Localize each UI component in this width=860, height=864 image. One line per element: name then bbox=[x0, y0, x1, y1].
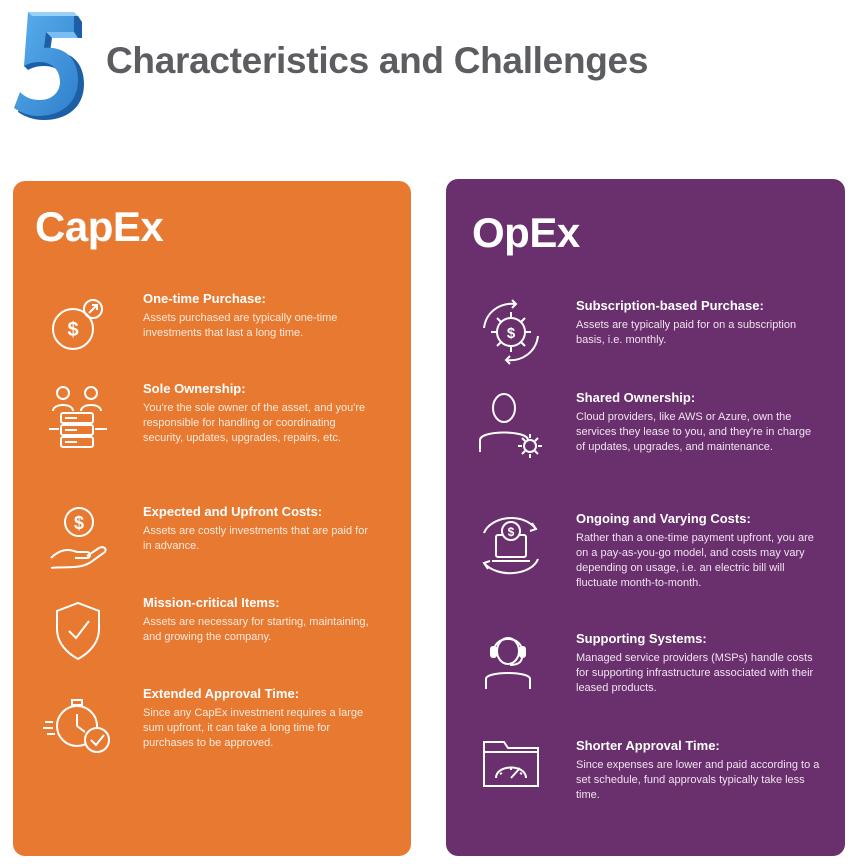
opex-item-desc: Since expenses are lower and paid accord… bbox=[576, 759, 820, 801]
person-gear-icon bbox=[476, 390, 546, 460]
svg-text:$: $ bbox=[507, 325, 516, 342]
capex-item-text: Mission-critical Items: Assets are neces… bbox=[143, 595, 373, 645]
opex-item-text: Shorter Approval Time: Since expenses ar… bbox=[576, 738, 821, 803]
capex-item-text: One-time Purchase: Assets purchased are … bbox=[143, 291, 373, 341]
shield-check-icon bbox=[43, 595, 113, 665]
opex-item-text: Ongoing and Varying Costs: Rather than a… bbox=[576, 511, 821, 591]
capex-item-desc: Assets purchased are typically one-time … bbox=[143, 312, 338, 339]
capex-item-title: Mission-critical Items: bbox=[143, 595, 280, 610]
opex-item-title: Shorter Approval Time: bbox=[576, 738, 720, 753]
svg-text:$: $ bbox=[67, 319, 78, 341]
svg-text:$: $ bbox=[74, 513, 84, 533]
svg-text:$: $ bbox=[508, 525, 515, 539]
opex-item-title: Ongoing and Varying Costs: bbox=[576, 511, 751, 526]
capex-item-title: Extended Approval Time: bbox=[143, 686, 300, 701]
capex-item-desc: You're the sole owner of the asset, and … bbox=[143, 402, 366, 444]
opex-card: OpEx $ Subscription-based Purchase: Asse… bbox=[446, 179, 845, 856]
dollar-coin-arrow-icon: $ bbox=[43, 291, 113, 361]
capex-item-text: Expected and Upfront Costs: Assets are c… bbox=[143, 504, 373, 554]
opex-item-desc: Cloud providers, like AWS or Azure, own … bbox=[576, 411, 812, 453]
page-header: Characteristics and Challenges bbox=[0, 0, 860, 140]
capex-item-desc: Assets are necessary for starting, maint… bbox=[143, 616, 369, 643]
capex-item-title: One-time Purchase: bbox=[143, 291, 266, 306]
people-server-icon bbox=[43, 381, 113, 451]
page-title: Characteristics and Challenges bbox=[106, 40, 649, 81]
capex-item-desc: Since any CapEx investment requires a la… bbox=[143, 707, 364, 749]
opex-item-desc: Assets are typically paid for on a subsc… bbox=[576, 319, 797, 346]
capex-item-desc: Assets are costly investments that are p… bbox=[143, 525, 368, 552]
opex-item-text: Shared Ownership: Cloud providers, like … bbox=[576, 390, 821, 455]
opex-item-title: Shared Ownership: bbox=[576, 390, 696, 405]
capex-item-title: Expected and Upfront Costs: bbox=[143, 504, 323, 519]
hand-coin-icon: $ bbox=[43, 504, 113, 574]
opex-item-desc: Rather than a one-time payment upfront, … bbox=[576, 532, 814, 589]
capex-card: CapEx $ One-time Purchase: Assets purcha… bbox=[13, 181, 411, 856]
opex-title: OpEx bbox=[472, 209, 580, 256]
opex-item-title: Supporting Systems: bbox=[576, 631, 707, 646]
opex-item-title: Subscription-based Purchase: bbox=[576, 298, 764, 313]
opex-item-desc: Managed service providers (MSPs) handle … bbox=[576, 652, 814, 694]
capex-item-text: Extended Approval Time: Since any CapEx … bbox=[143, 686, 373, 751]
gear-dollar-cycle-icon: $ bbox=[476, 298, 546, 368]
opex-item-text: Subscription-based Purchase: Assets are … bbox=[576, 298, 821, 348]
number-five-graphic bbox=[14, 12, 84, 120]
capex-item-text: Sole Ownership: You're the sole owner of… bbox=[143, 381, 373, 446]
opex-item-text: Supporting Systems: Managed service prov… bbox=[576, 631, 821, 696]
headset-support-icon bbox=[476, 631, 546, 701]
folder-gauge-icon bbox=[476, 738, 546, 808]
capex-title: CapEx bbox=[35, 203, 164, 250]
laptop-dollar-cycle-icon: $ bbox=[476, 511, 546, 581]
capex-item-title: Sole Ownership: bbox=[143, 381, 246, 396]
stopwatch-check-icon bbox=[43, 686, 113, 756]
